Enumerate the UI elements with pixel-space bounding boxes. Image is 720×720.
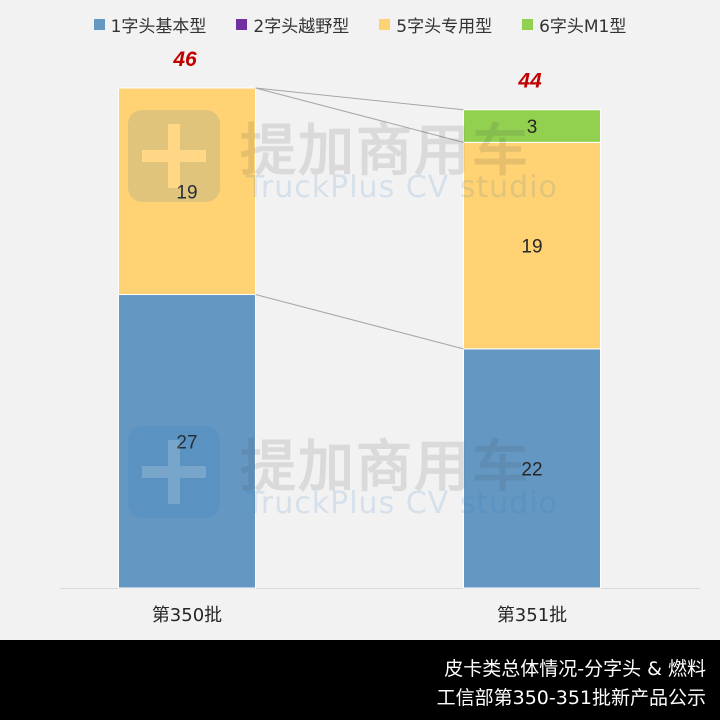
bar-segment <box>118 87 256 296</box>
chart-area: 27 19 第350批 46 22 19 3 第351批 44 提加商用车 TruckPlus … <box>0 12 720 626</box>
series-connector-line <box>255 87 464 111</box>
bar-segment <box>463 109 601 143</box>
legend-swatch <box>236 19 248 30</box>
total-label: 46 <box>172 48 197 71</box>
legend-item: 6字头M1型 <box>522 12 626 37</box>
data-label: 22 <box>521 459 542 480</box>
data-label: 27 <box>176 432 197 453</box>
legend-swatch <box>379 19 391 30</box>
legend-label: 2字头越野型 <box>253 17 350 37</box>
legend-item: 5字头专用型 <box>379 12 492 37</box>
bar-segment <box>463 141 601 350</box>
category-label: 第351批 <box>497 605 567 626</box>
data-label: 3 <box>527 117 538 138</box>
data-label: 19 <box>521 237 542 258</box>
legend-label: 1字头基本型 <box>110 17 207 37</box>
data-label: 19 <box>176 182 197 203</box>
series-connector-line <box>255 294 464 350</box>
footer-title: 皮卡类总体情况-分字头 & 燃料 <box>444 658 706 680</box>
series-connector-line <box>255 87 464 143</box>
footer-banner: 皮卡类总体情况-分字头 & 燃料 工信部第350-351批新产品公示 <box>0 640 720 720</box>
category-label: 第350批 <box>152 605 222 626</box>
stacked-bar-chart: 27 19 第350批 46 22 19 3 第351批 44 <box>60 48 700 626</box>
total-label: 44 <box>517 70 542 93</box>
bar-segment <box>463 348 601 589</box>
legend-label: 5字头专用型 <box>396 17 493 37</box>
legend-swatch <box>93 19 105 30</box>
chart-legend: 1字头基本型 2字头越野型 5字头专用型 6字头M1型 <box>0 12 720 37</box>
footer-subtitle: 工信部第350-351批新产品公示 <box>436 687 706 709</box>
legend-item: 2字头越野型 <box>236 12 349 37</box>
legend-swatch <box>522 19 534 30</box>
legend-label: 6字头M1型 <box>539 17 627 37</box>
bar-segment <box>118 294 256 589</box>
legend-item: 1字头基本型 <box>93 12 207 37</box>
